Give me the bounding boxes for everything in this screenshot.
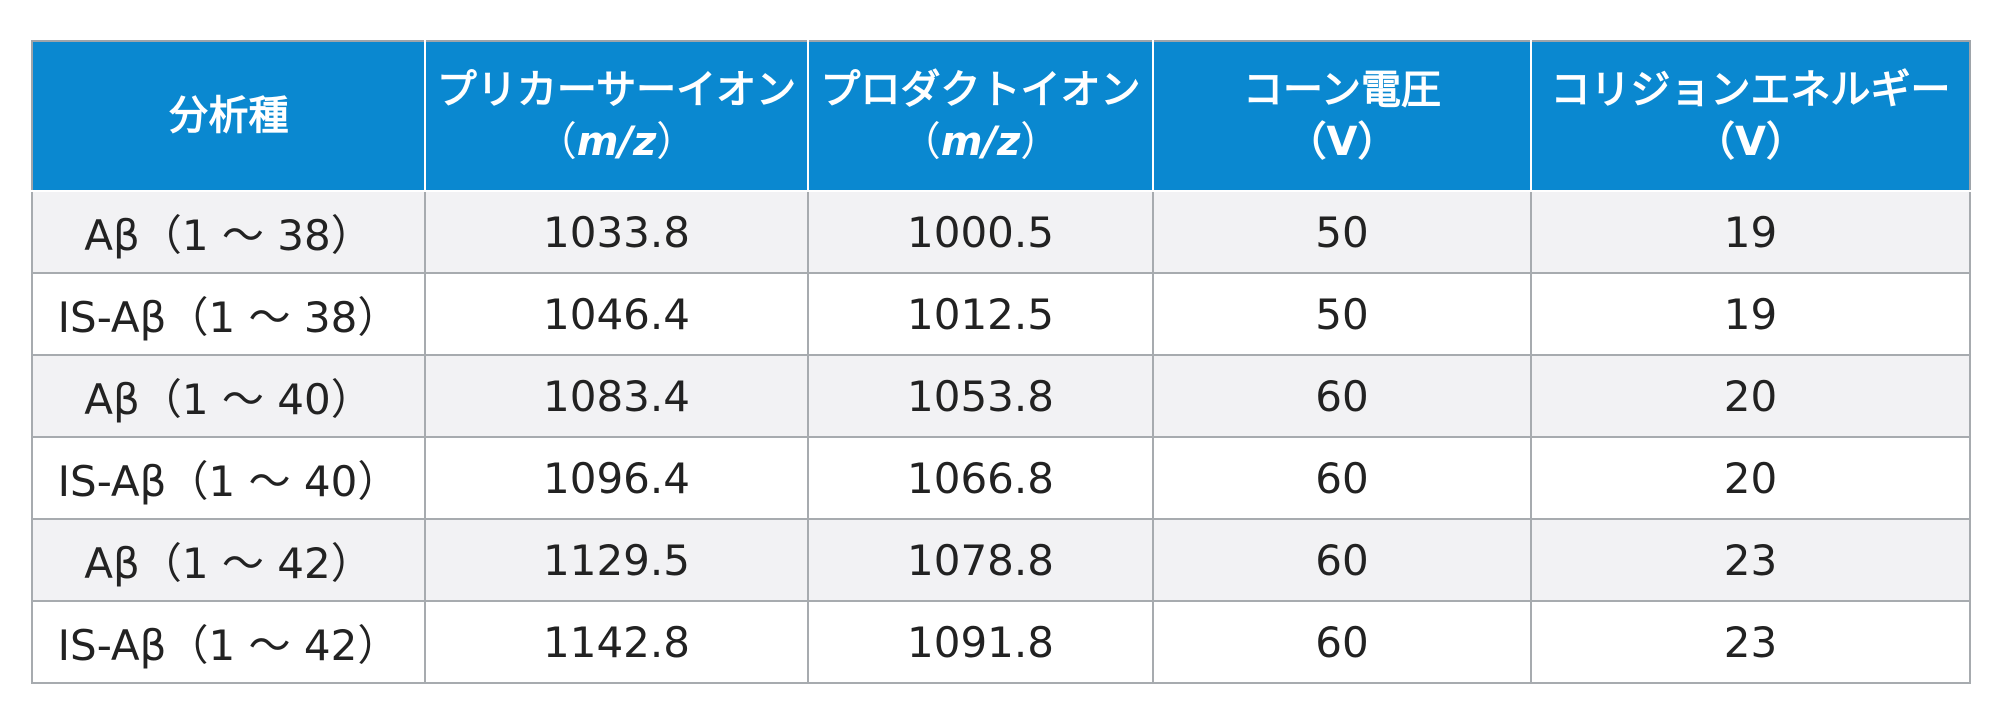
cell-product: 1078.8 <box>807 518 1154 602</box>
cell-collision-energy: 19 <box>1530 190 1971 274</box>
cell-collision-energy: 19 <box>1530 272 1971 356</box>
cell-collision-energy: 23 <box>1530 600 1971 684</box>
header-row: 分析種 プリカーサーイオン （m/z） プロダクトイオン （m/z） コーン電圧… <box>31 40 1971 192</box>
table-row: Aβ（1 ～ 38） 1033.8 1000.5 50 19 <box>31 190 1971 274</box>
cell-cone-voltage: 60 <box>1152 518 1532 602</box>
cell-cone-voltage: 60 <box>1152 354 1532 438</box>
header-analyte: 分析種 <box>31 40 426 192</box>
table-row: IS-Aβ（1 ～ 42） 1142.8 1091.8 60 23 <box>31 600 1971 684</box>
cell-precursor: 1046.4 <box>424 272 809 356</box>
header-cone-voltage: コーン電圧 （V） <box>1152 40 1532 192</box>
header-precursor-ion: プリカーサーイオン （m/z） <box>424 40 809 192</box>
cell-precursor: 1083.4 <box>424 354 809 438</box>
cell-product: 1000.5 <box>807 190 1154 274</box>
cell-precursor: 1142.8 <box>424 600 809 684</box>
cell-analyte: IS-Aβ（1 ～ 38） <box>31 272 426 356</box>
cell-product: 1053.8 <box>807 354 1154 438</box>
cell-cone-voltage: 50 <box>1152 190 1532 274</box>
cell-cone-voltage: 50 <box>1152 272 1532 356</box>
cell-analyte: Aβ（1 ～ 42） <box>31 518 426 602</box>
mrm-parameter-table: 分析種 プリカーサーイオン （m/z） プロダクトイオン （m/z） コーン電圧… <box>31 40 1971 684</box>
header-collision-energy-label: コリジョンエネルギー <box>1550 67 1951 113</box>
header-collision-energy: コリジョンエネルギー （V） <box>1530 40 1971 192</box>
header-precursor-ion-unit-close: ） <box>656 119 697 165</box>
table-row: IS-Aβ（1 ～ 40） 1096.4 1066.8 60 20 <box>31 436 1971 520</box>
cell-analyte: IS-Aβ（1 ～ 42） <box>31 600 426 684</box>
cell-product: 1091.8 <box>807 600 1154 684</box>
header-precursor-ion-unit: （m/z） <box>426 116 807 168</box>
header-precursor-ion-unit-open: （ <box>536 119 577 165</box>
cell-collision-energy: 23 <box>1530 518 1971 602</box>
mrm-parameter-table-container: 分析種 プリカーサーイオン （m/z） プロダクトイオン （m/z） コーン電圧… <box>31 40 1971 684</box>
header-product-ion-unit-open: （ <box>900 119 941 165</box>
header-product-ion-unit-close: ） <box>1020 119 1061 165</box>
header-analyte-label: 分析種 <box>168 93 289 139</box>
header-cone-voltage-label: コーン電圧 <box>1243 67 1441 113</box>
header-collision-energy-unit: （V） <box>1695 119 1806 165</box>
header-precursor-ion-label: プリカーサーイオン <box>436 67 797 113</box>
cell-analyte: Aβ（1 ～ 38） <box>31 190 426 274</box>
cell-precursor: 1096.4 <box>424 436 809 520</box>
table-row: Aβ（1 ～ 40） 1083.4 1053.8 60 20 <box>31 354 1971 438</box>
cell-product: 1066.8 <box>807 436 1154 520</box>
header-product-ion: プロダクトイオン （m/z） <box>807 40 1154 192</box>
cell-collision-energy: 20 <box>1530 436 1971 520</box>
cell-cone-voltage: 60 <box>1152 600 1532 684</box>
cell-collision-energy: 20 <box>1530 354 1971 438</box>
cell-analyte: Aβ（1 ～ 40） <box>31 354 426 438</box>
table-row: IS-Aβ（1 ～ 38） 1046.4 1012.5 50 19 <box>31 272 1971 356</box>
cell-cone-voltage: 60 <box>1152 436 1532 520</box>
cell-analyte: IS-Aβ（1 ～ 40） <box>31 436 426 520</box>
header-product-ion-label: プロダクトイオン <box>820 67 1141 113</box>
header-product-ion-unit: （m/z） <box>809 116 1152 168</box>
cell-precursor: 1129.5 <box>424 518 809 602</box>
cell-precursor: 1033.8 <box>424 190 809 274</box>
header-cone-voltage-unit: （V） <box>1286 119 1398 165</box>
header-precursor-ion-unit-text: m/z <box>576 119 657 165</box>
header-product-ion-unit-text: m/z <box>940 119 1021 165</box>
table-row: Aβ（1 ～ 42） 1129.5 1078.8 60 23 <box>31 518 1971 602</box>
cell-product: 1012.5 <box>807 272 1154 356</box>
